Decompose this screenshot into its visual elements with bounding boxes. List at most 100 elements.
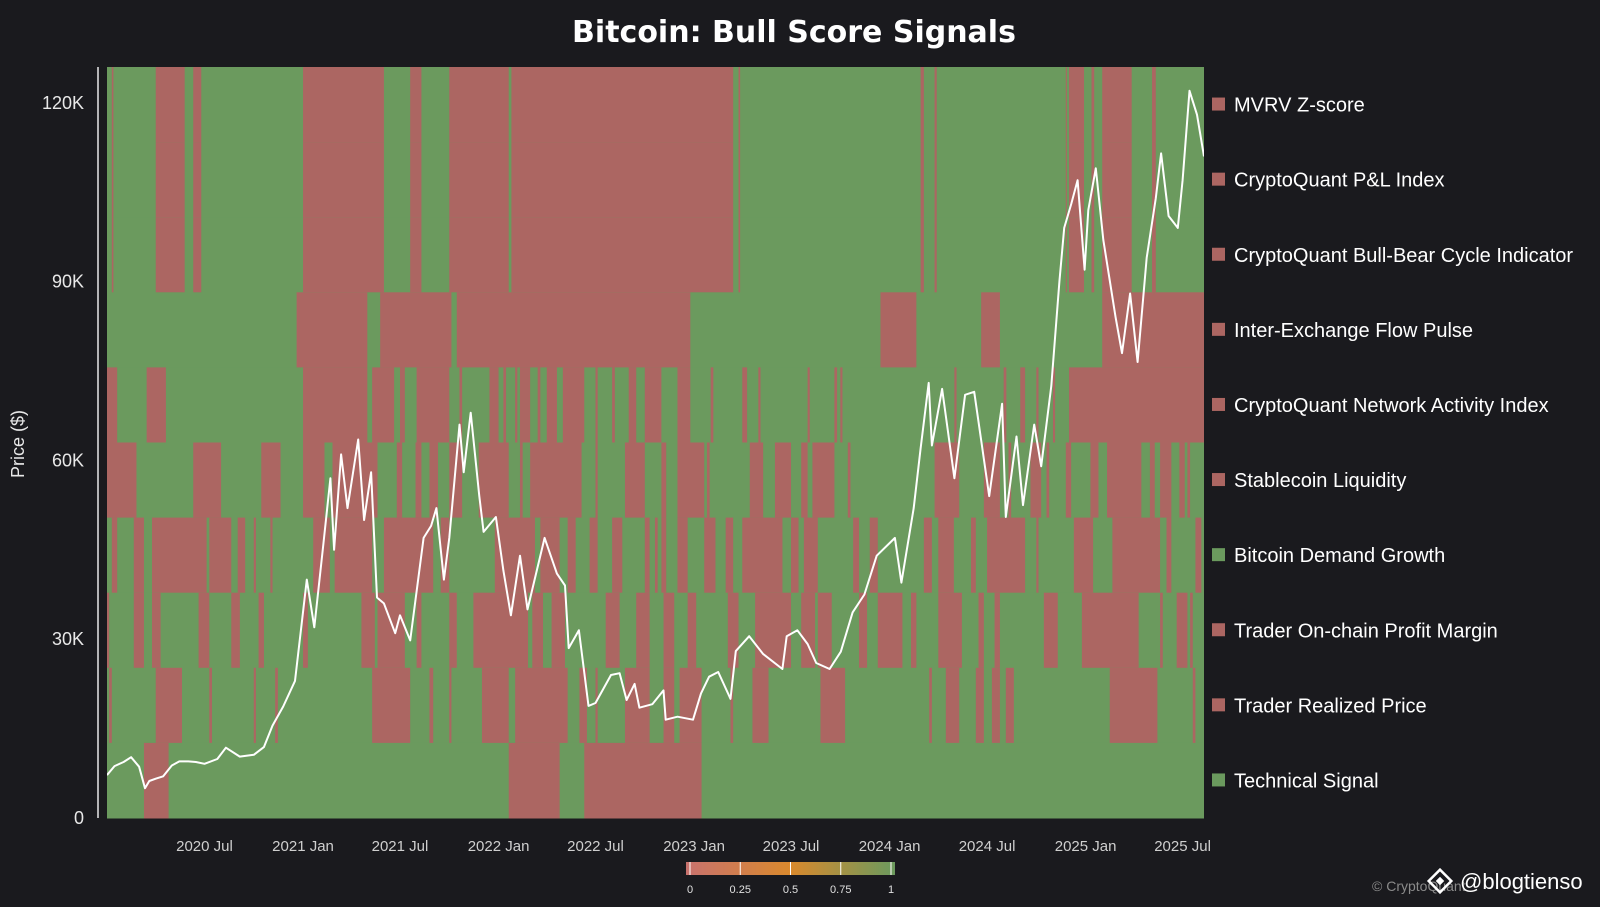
bear-period (429, 667, 434, 744)
bear-period (383, 517, 434, 594)
bear-period (1069, 67, 1085, 143)
bear-period (920, 67, 924, 143)
colorbar: 0 0.25 0.5 0.75 1 (686, 862, 895, 896)
bear-period (209, 517, 232, 594)
bear-period (1102, 67, 1132, 143)
bear-period (612, 367, 615, 443)
bear-period (155, 142, 185, 218)
bear-period (133, 517, 144, 594)
bear-period (605, 592, 620, 669)
bear-period (377, 592, 405, 669)
bear-period (1046, 442, 1050, 519)
bear-period (143, 742, 169, 819)
bear-period (511, 217, 734, 293)
bear-period (807, 367, 810, 443)
bear-period (595, 667, 598, 744)
bear-period (853, 517, 860, 594)
bear-period (303, 217, 384, 293)
bear-period (410, 217, 422, 293)
bear-period (146, 367, 166, 443)
bear-period (151, 517, 207, 594)
bear-period (519, 367, 531, 443)
bear-period (478, 442, 509, 519)
bear-period (677, 367, 691, 443)
bear-period (817, 592, 832, 669)
bear-period (1109, 667, 1158, 744)
bear-period (399, 367, 405, 443)
bear-period (749, 442, 764, 519)
bear-period (1091, 67, 1095, 143)
price-line (107, 89, 1204, 790)
y-tick-label: 90K (52, 272, 84, 292)
bear-period (934, 442, 960, 519)
colorbar-tick-label: 0 (687, 884, 693, 896)
bear-period (706, 442, 710, 519)
bear-period (661, 517, 667, 594)
bear-period (459, 367, 463, 443)
bear-period (567, 517, 576, 594)
legend-label: CryptoQuant P&L Index (1234, 170, 1445, 192)
bear-period (812, 442, 835, 519)
bear-period (880, 292, 917, 368)
watermark-handle: @blogtienso (1460, 869, 1583, 894)
bear-period (663, 667, 675, 744)
bear-period (636, 592, 650, 669)
bear-period (612, 517, 623, 594)
y-tick-label: 30K (52, 629, 84, 649)
legend-label: Stablecoin Liquidity (1234, 470, 1406, 492)
bear-period (1152, 217, 1156, 293)
bear-period (253, 517, 256, 594)
bear-period (515, 667, 568, 744)
bear-period (834, 367, 838, 443)
bear-period (1187, 442, 1191, 519)
bear-period (803, 517, 818, 594)
bear-period (742, 367, 748, 443)
bear-period (738, 142, 741, 218)
bear-period (1176, 592, 1188, 669)
bear-period (991, 667, 1000, 744)
bear-period (303, 67, 384, 143)
bear-period (151, 592, 161, 669)
bear-period (1152, 67, 1156, 143)
chart-title: Bitcoin: Bull Score Signals (572, 15, 1016, 50)
bear-period (440, 517, 450, 594)
legend-swatch (1212, 473, 1225, 487)
bear-period (877, 592, 903, 669)
bear-period (107, 367, 118, 443)
legend-label: CryptoQuant Network Activity Index (1234, 395, 1549, 417)
bear-period (237, 517, 246, 594)
bear-period (511, 67, 734, 143)
bear-period (727, 592, 739, 669)
bear-period (111, 517, 118, 594)
bear-period (1036, 517, 1039, 594)
bear-period (1102, 292, 1204, 368)
bear-period (938, 592, 962, 669)
y-tick-label: 120K (42, 93, 84, 113)
bear-period (380, 292, 452, 368)
bear-period (193, 442, 222, 519)
bear-period (456, 292, 691, 368)
bear-period (416, 592, 422, 669)
bear-period (1160, 592, 1163, 669)
x-tick-label: 2021 Jul (372, 838, 429, 855)
bear-period (155, 217, 185, 293)
bear-period (628, 367, 637, 443)
bear-period (1102, 142, 1132, 218)
bear-period (473, 592, 529, 669)
bear-period (155, 67, 185, 143)
legend-swatch (1212, 97, 1225, 111)
legend-swatch (1212, 397, 1225, 411)
legend-label: Trader Realized Price (1234, 695, 1427, 717)
bear-period (415, 442, 422, 519)
bear-period (551, 592, 565, 669)
bear-period (661, 442, 667, 519)
signal-heatmap (107, 67, 1204, 819)
bear-period (1020, 367, 1026, 443)
bear-period (193, 67, 202, 143)
bear-period (372, 667, 411, 744)
bear-period (508, 742, 560, 819)
x-tick-label: 2022 Jan (468, 838, 530, 855)
bear-period (1069, 217, 1085, 293)
bear-period (755, 592, 792, 669)
